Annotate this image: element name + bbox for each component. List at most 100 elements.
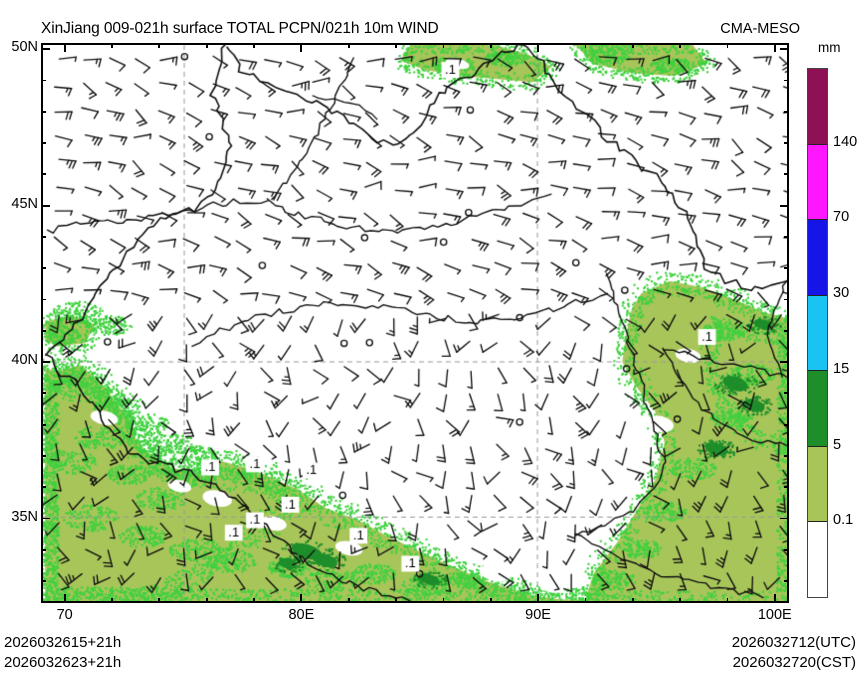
- x-tick-88: [489, 598, 492, 603]
- x-tick-top-92: [584, 43, 587, 48]
- model-label: CMA-MESO: [720, 21, 800, 37]
- y-axis-label-40N: 40N: [11, 352, 38, 369]
- colorbar-band-5_15: [808, 371, 827, 447]
- colorbar-band-15_30: [808, 295, 827, 372]
- y-tick-right-40: [780, 361, 789, 363]
- x-tick-72: [111, 598, 113, 603]
- x-tick-90: [537, 594, 539, 603]
- y-tick-right-35: [780, 517, 789, 520]
- y-tick-40: [41, 361, 50, 363]
- x-tick-top-70: [63, 43, 66, 52]
- y-tick-37: [41, 455, 46, 457]
- y-tick-right-48: [784, 110, 789, 113]
- y-axis-label-35N: 35N: [11, 508, 38, 525]
- x-tick-80: [300, 594, 303, 603]
- x-tick-top-84: [395, 43, 397, 48]
- colorbar-tick-0.1: 0.1: [833, 512, 854, 529]
- map-canvas: [43, 45, 787, 601]
- footer-right-line2: 2026032720(CST): [732, 654, 856, 671]
- colorbar-tick-140: 140: [833, 133, 858, 150]
- colorbar-band-70_140: [808, 144, 827, 221]
- y-tick-right-38: [784, 423, 789, 426]
- y-tick-43: [41, 267, 46, 270]
- footer-right-line1: 2026032712(UTC): [731, 634, 856, 651]
- x-tick-top-80: [300, 43, 303, 52]
- x-axis-label-90E: 90E: [525, 607, 551, 623]
- x-tick-84: [395, 598, 397, 603]
- y-tick-right-41: [784, 329, 789, 332]
- y-axis-label-50N: 50N: [11, 39, 38, 56]
- y-tick-right-43: [784, 267, 789, 270]
- colorbar-tick-15: 15: [833, 360, 850, 377]
- x-tick-top-90: [537, 43, 539, 52]
- x-axis-label-70: 70: [56, 607, 73, 623]
- footer-left: 2026032615+21h 2026032623+21h: [4, 633, 121, 673]
- y-tick-right-50: [780, 48, 789, 51]
- footer-right: 2026032712(UTC) 2026032720(CST): [732, 633, 856, 673]
- x-tick-92: [584, 598, 587, 603]
- y-tick-44: [41, 236, 46, 238]
- y-tick-33: [41, 580, 46, 582]
- x-tick-82: [347, 598, 350, 603]
- footer-left-line2: 2026032623+21h: [4, 654, 122, 671]
- y-tick-41: [41, 329, 46, 332]
- footer-left-line1: 2026032615+21h: [4, 634, 122, 651]
- y-tick-right-46: [784, 173, 789, 176]
- colorbar-band-0_1_5: [808, 446, 827, 523]
- x-tick-top-88: [489, 43, 492, 48]
- y-tick-right-33: [784, 580, 789, 582]
- y-tick-right-37: [784, 455, 789, 457]
- colorbar-band-_140: [808, 69, 827, 145]
- x-axis-label-80E: 80E: [288, 607, 315, 623]
- x-tick-top-98: [726, 43, 729, 48]
- x-tick-70: [63, 594, 66, 603]
- colorbar[interactable]: [807, 68, 828, 598]
- y-tick-right-39: [784, 392, 789, 395]
- x-tick-78: [253, 598, 255, 603]
- x-tick-top-94: [631, 43, 634, 48]
- colorbar-band-30_70: [808, 220, 827, 296]
- colorbar-band-_0_1: [808, 522, 827, 598]
- colorbar-tick-30: 30: [833, 285, 850, 302]
- x-tick-top-86: [442, 43, 445, 48]
- y-tick-35: [41, 517, 50, 520]
- y-tick-46: [41, 173, 46, 176]
- x-tick-top-96: [679, 43, 681, 48]
- x-tick-96: [679, 598, 681, 603]
- x-tick-top-100: [773, 43, 776, 52]
- x-tick-86: [442, 598, 445, 603]
- y-tick-right-42: [784, 298, 789, 301]
- x-axis-label-100E: 100E: [757, 607, 792, 623]
- y-tick-right-34: [784, 548, 789, 551]
- page-title: XinJiang 009-021h surface TOTAL PCPN/021…: [41, 20, 439, 37]
- x-tick-top-82: [347, 43, 350, 48]
- y-tick-38: [41, 423, 46, 426]
- x-tick-98: [726, 598, 729, 603]
- y-tick-47: [41, 142, 46, 144]
- y-tick-right-47: [784, 142, 789, 144]
- y-tick-36: [41, 486, 46, 489]
- x-tick-top-78: [253, 43, 255, 48]
- y-tick-right-45: [780, 204, 789, 207]
- y-tick-50: [41, 48, 50, 51]
- colorbar-tick-70: 70: [833, 209, 850, 226]
- x-tick-100: [773, 594, 776, 603]
- x-tick-76: [205, 598, 208, 603]
- y-tick-39: [41, 392, 46, 395]
- map-plot-area[interactable]: [41, 43, 789, 603]
- y-axis-label-45N: 45N: [11, 195, 38, 212]
- x-tick-94: [631, 598, 634, 603]
- y-tick-34: [41, 548, 46, 551]
- y-tick-48: [41, 110, 46, 113]
- colorbar-unit-label: mm: [818, 40, 841, 55]
- colorbar-tick-5: 5: [833, 436, 842, 453]
- x-tick-74: [158, 598, 161, 603]
- x-tick-top-72: [111, 43, 113, 48]
- y-tick-right-44: [784, 236, 789, 238]
- x-tick-top-76: [205, 43, 208, 48]
- y-tick-49: [41, 79, 46, 82]
- y-tick-right-49: [784, 79, 789, 82]
- x-tick-top-74: [158, 43, 161, 48]
- y-tick-45: [41, 204, 50, 207]
- y-tick-right-36: [784, 486, 789, 489]
